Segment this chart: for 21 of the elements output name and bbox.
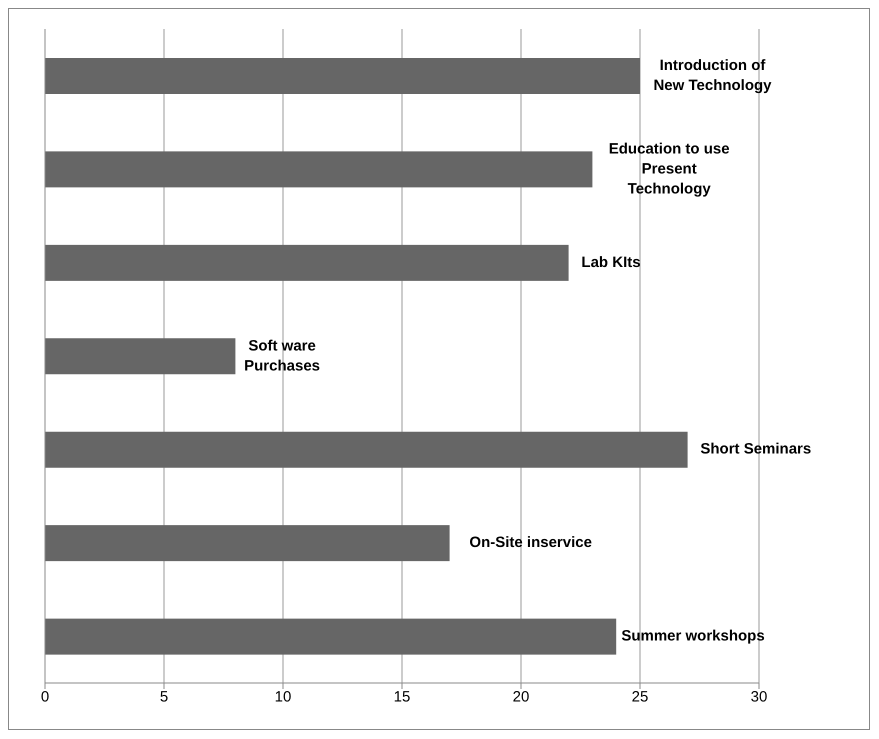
x-tick-label: 25 — [632, 688, 648, 706]
y-tick-label: Summer workshops — [621, 628, 765, 645]
bar — [45, 58, 640, 94]
y-tick-label: On-Site inservice — [469, 534, 592, 552]
bar — [45, 618, 616, 655]
x-tick-label: 10 — [274, 688, 292, 706]
x-tick-label: 0 — [40, 688, 50, 706]
bar — [45, 244, 569, 281]
x-tick-label: 5 — [160, 688, 168, 706]
y-tick-label: Short Seminars — [700, 440, 812, 458]
x-tick-label: 15 — [394, 688, 410, 706]
y-tick-label: Soft ware Purchases — [244, 337, 320, 374]
bar — [45, 432, 688, 468]
bar — [45, 338, 236, 374]
bar — [45, 151, 592, 188]
y-tick-label: Education to use Present Technology — [608, 140, 730, 198]
x-tick-label: 20 — [512, 688, 530, 706]
x-tick-label: 30 — [750, 688, 768, 706]
bar — [45, 525, 450, 562]
y-tick-label: Introduction of New Technology — [653, 56, 772, 94]
y-tick-label: Lab KIts — [581, 254, 641, 271]
